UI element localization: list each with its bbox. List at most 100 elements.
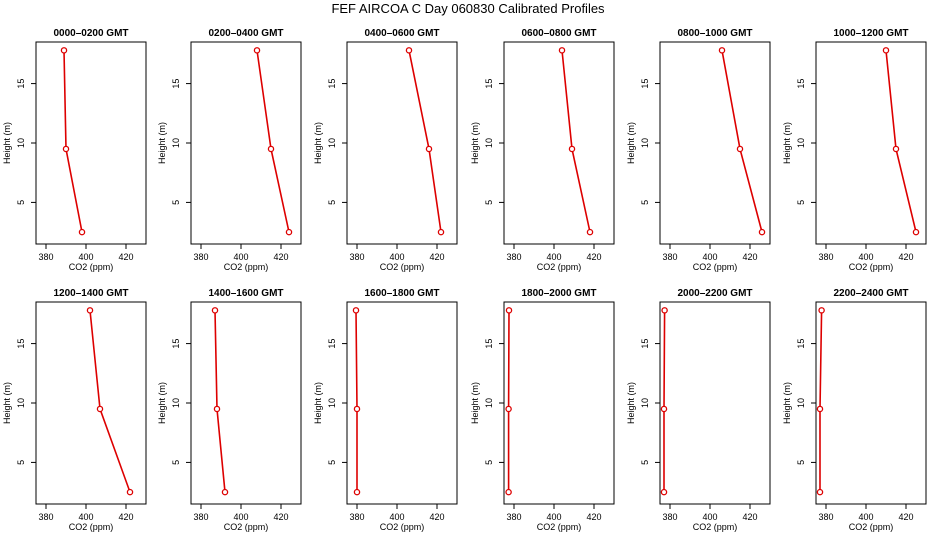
panel-5-y-tick-label: 5	[640, 200, 650, 205]
panel-1-x-tick-label: 400	[78, 252, 93, 262]
panel-7-data-point	[96, 405, 104, 413]
panel-8-y-tick-label: 10	[171, 398, 181, 408]
panel-2-data-point	[253, 47, 261, 54]
panel-5-x-tick-label: 420	[742, 252, 757, 262]
panel-7-x-tick-label: 400	[78, 512, 93, 522]
panel-7-data-point	[126, 488, 134, 496]
panel-1-y-tick-label: 10	[16, 138, 26, 148]
panel-7-x-tick-label: 420	[118, 512, 133, 522]
panel-11-x-tick-label: 380	[662, 512, 677, 522]
panel-9-x-tick-label: 400	[389, 512, 404, 522]
panel-7-y-tick-label: 10	[16, 398, 26, 408]
panel-4-plot-frame	[503, 41, 615, 245]
panel-3-series-line	[408, 50, 442, 233]
panel-1-x-tick-label: 380	[38, 252, 53, 262]
panel-9-data-point	[353, 405, 361, 413]
panel-1-plot-frame	[35, 41, 147, 245]
panel-12-data-point	[816, 405, 824, 413]
panel-6-data-point	[882, 47, 890, 54]
panel-6-data-point	[892, 145, 900, 153]
panel-5-title: 0800–1000 GMT	[677, 28, 752, 39]
panel-8-title: 1400–1600 GMT	[208, 288, 283, 299]
panel-6-y-tick-label: 15	[796, 79, 806, 89]
panel-3-x-tick-label: 400	[389, 252, 404, 262]
panel-3-data-point	[437, 228, 445, 236]
panel-9-y-tick-label: 15	[327, 339, 337, 349]
panel-6-title: 1000–1200 GMT	[833, 28, 908, 39]
panel-8-x-tick-label: 400	[233, 512, 248, 522]
panel-12-plot-frame	[815, 301, 927, 505]
panel-12-y-tick-label: 5	[796, 460, 806, 465]
panel-3-plot-frame	[346, 41, 458, 245]
panel-12-y-tick-label: 15	[796, 339, 806, 349]
panel-5-x-axis-label: CO2 (ppm)	[693, 262, 738, 272]
panel-9-series-line	[355, 310, 358, 493]
panel-4-series-line	[561, 50, 591, 233]
panel-1-title: 0000–0200 GMT	[53, 28, 128, 39]
panel-4-data-point	[586, 228, 594, 236]
panel-7-plot-frame	[35, 301, 147, 505]
panel-10-y-tick-label: 5	[484, 460, 494, 465]
panel-3-data-point	[425, 145, 433, 153]
panel-6-x-axis-label: CO2 (ppm)	[849, 262, 894, 272]
panel-11-data-point	[661, 307, 668, 314]
panel-8-series-line	[214, 310, 226, 493]
panel-8-x-axis-label: CO2 (ppm)	[224, 522, 269, 532]
panel-11-y-axis-label: Height (m)	[626, 382, 636, 424]
panel-2-series-line	[256, 50, 290, 233]
panel-6-x-tick-label: 420	[898, 252, 913, 262]
panel-11-y-tick-label: 10	[640, 398, 650, 408]
panel-5-x-tick-label: 400	[702, 252, 717, 262]
panel-9-y-axis-label: Height (m)	[313, 382, 323, 424]
panel-9-x-tick-label: 420	[429, 512, 444, 522]
panel-2-x-tick-label: 400	[233, 252, 248, 262]
panel-10-data-point	[505, 405, 512, 413]
panel-8-data-point	[221, 488, 229, 496]
panel-9-plot-frame	[346, 301, 458, 505]
panel-1-y-axis-label: Height (m)	[2, 122, 12, 164]
figure-title: FEF AIRCOA C Day 060830 Calibrated Profi…	[331, 1, 605, 16]
panel-2-x-axis-label: CO2 (ppm)	[224, 262, 269, 272]
panel-1-data-point	[62, 145, 70, 153]
panel-3-y-axis-label: Height (m)	[313, 122, 323, 164]
panel-8-data-point	[213, 405, 221, 413]
panel-9-title: 1600–1800 GMT	[364, 288, 439, 299]
panel-3-x-axis-label: CO2 (ppm)	[380, 262, 425, 272]
panel-2-x-tick-label: 420	[273, 252, 288, 262]
panel-5-series-line	[721, 50, 763, 233]
panel-6-series-line	[885, 50, 917, 233]
panel-2-y-tick-label: 10	[171, 138, 181, 148]
panel-8-y-axis-label: Height (m)	[157, 382, 167, 424]
panel-10-x-tick-label: 420	[586, 512, 601, 522]
panel-12-x-tick-label: 380	[818, 512, 833, 522]
panel-1-y-tick-label: 5	[16, 200, 26, 205]
panel-12-x-tick-label: 420	[898, 512, 913, 522]
panel-3-x-tick-label: 420	[429, 252, 444, 262]
panel-2-y-axis-label: Height (m)	[157, 122, 167, 164]
panel-11-x-axis-label: CO2 (ppm)	[693, 522, 738, 532]
panel-2-x-tick-label: 380	[193, 252, 208, 262]
panel-3-title: 0400–0600 GMT	[364, 28, 439, 39]
panel-9-x-tick-label: 380	[349, 512, 364, 522]
panel-2-title: 0200–0400 GMT	[208, 28, 283, 39]
panel-1-data-point	[60, 47, 68, 54]
panel-7-y-axis-label: Height (m)	[2, 382, 12, 424]
panel-3-y-tick-label: 15	[327, 79, 337, 89]
panel-11-data-point	[660, 405, 668, 413]
panel-2-y-tick-label: 15	[171, 79, 181, 89]
panel-6-x-tick-label: 380	[818, 252, 833, 262]
panel-6-x-tick-label: 400	[858, 252, 873, 262]
panel-3-x-tick-label: 380	[349, 252, 364, 262]
panel-9-y-tick-label: 5	[327, 460, 337, 465]
panel-12-y-tick-label: 10	[796, 398, 806, 408]
panel-5-y-tick-label: 10	[640, 138, 650, 148]
panel-9-x-axis-label: CO2 (ppm)	[380, 522, 425, 532]
panel-4-y-tick-label: 5	[484, 200, 494, 205]
panel-8-x-tick-label: 420	[273, 512, 288, 522]
panel-7-title: 1200–1400 GMT	[53, 288, 128, 299]
panel-7-series-line	[89, 310, 131, 493]
panel-7-y-tick-label: 15	[16, 339, 26, 349]
panel-4-x-tick-label: 420	[586, 252, 601, 262]
panel-1-y-tick-label: 15	[16, 79, 26, 89]
panel-12-data-point	[816, 488, 824, 496]
